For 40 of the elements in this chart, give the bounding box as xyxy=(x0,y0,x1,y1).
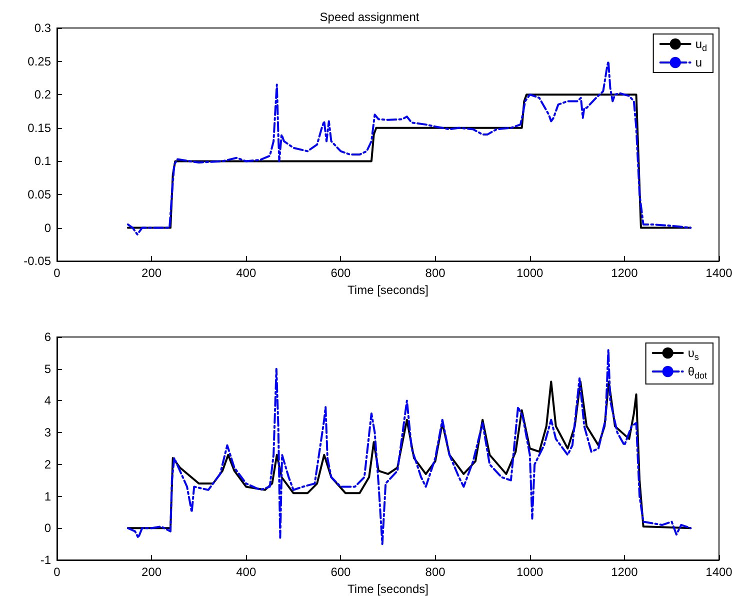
x-tick-label: 0 xyxy=(54,565,61,579)
x-tick-label: 600 xyxy=(330,565,352,579)
y-tick-label: 0.1 xyxy=(34,154,52,168)
x-tick-label: 200 xyxy=(142,565,162,579)
line-series xyxy=(126,380,692,530)
x-axis-title: Time [seconds] xyxy=(348,283,428,297)
x-tick-label: 200 xyxy=(142,266,162,280)
y-tick-label: 0 xyxy=(44,521,52,536)
line-series xyxy=(126,60,692,236)
x-tick-label: 0 xyxy=(54,266,61,280)
legend-label: u xyxy=(695,56,702,70)
line-series xyxy=(126,348,692,546)
x-tick-label: 800 xyxy=(425,565,446,579)
y-tick-label: 1 xyxy=(44,489,52,504)
y-tick-label: -1 xyxy=(40,553,52,567)
y-tick-label: 3 xyxy=(44,426,52,440)
x-tick-label: 1400 xyxy=(706,266,733,280)
x-tick-label: 1200 xyxy=(611,565,638,579)
x-tick-label: 400 xyxy=(236,565,256,579)
y-tick-label: 0.25 xyxy=(28,54,52,68)
y-tick-label: 2 xyxy=(44,457,52,472)
x-axis-title: Time [seconds] xyxy=(348,582,428,596)
y-tick-label: 0.05 xyxy=(28,188,52,202)
chart-title: Speed assignment xyxy=(320,10,420,24)
x-tick-label: 1200 xyxy=(611,266,638,280)
line-series xyxy=(126,94,692,229)
x-tick-label: 600 xyxy=(330,266,352,280)
y-tick-label: 4 xyxy=(44,394,52,408)
y-tick-label: 0 xyxy=(44,220,52,235)
x-tick-label: 1400 xyxy=(706,565,733,579)
x-tick-label: 1000 xyxy=(516,565,544,579)
y-tick-label: 0.15 xyxy=(28,120,52,135)
y-tick-label: -0.05 xyxy=(24,254,52,268)
y-tick-label: 6 xyxy=(44,330,52,344)
x-tick-label: 1000 xyxy=(516,266,544,280)
y-tick-label: 0.2 xyxy=(34,88,52,102)
x-tick-label: 400 xyxy=(236,266,256,280)
y-tick-label: 5 xyxy=(44,362,52,376)
x-tick-label: 800 xyxy=(425,266,446,280)
y-tick-label: 0.3 xyxy=(34,21,52,35)
